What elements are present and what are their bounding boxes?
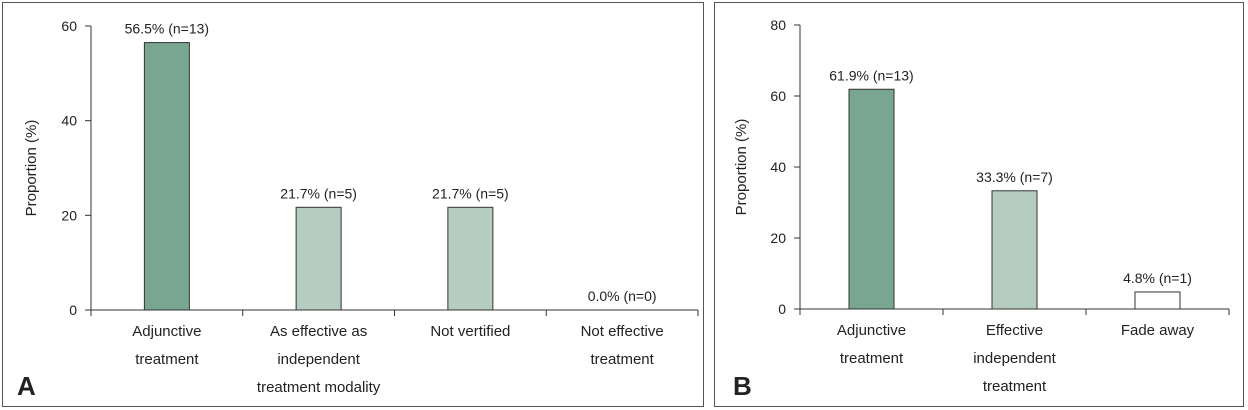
b-y-tick-label: 60	[770, 88, 786, 104]
b-bar-1	[848, 88, 895, 310]
b-bar-3	[1134, 291, 1181, 310]
b-y-tick-label: 0	[778, 301, 786, 317]
b-data-label-3: 4.8% (n=1)	[1123, 270, 1192, 286]
a-bar-2	[295, 206, 342, 311]
a-data-label-4: 0.0% (n=0)	[588, 288, 657, 304]
b-category-label-1: Adjunctive treatment	[837, 322, 906, 367]
a-category-label-4: Not effective treatment	[581, 323, 664, 368]
a-data-label-1: 56.5% (n=13)	[125, 21, 209, 37]
b-category-label-2: Effective independent treatment	[973, 322, 1056, 395]
panel-a: 0 20 40 60 Proportion (%) 56.5% (n=13) Adjunct…	[2, 2, 704, 407]
b-y-tick-label: 40	[770, 159, 786, 175]
a-y-axis-title: Proportion (%)	[23, 120, 40, 217]
a-bar-3	[447, 206, 494, 311]
a-panel-letter: A	[17, 371, 36, 401]
a-bar-1	[143, 42, 190, 311]
b-data-label-1: 61.9% (n=13)	[829, 67, 913, 83]
a-y-tick-label: 0	[69, 302, 77, 318]
b-category-label-3: Fade away	[1121, 322, 1195, 339]
a-category-label-2: As effective as independent treatment moda…	[257, 323, 381, 396]
chart-a: 0 20 40 60 Proportion (%) 56.5% (n=13) Adjunct…	[17, 18, 699, 401]
b-y-axis-title: Proportion (%)	[733, 119, 750, 216]
a-y-tick-label: 60	[61, 18, 77, 34]
chart-b: 0 20 40 60 80 Proportion (%) 61.9% (n=13) Adjun…	[733, 17, 1230, 401]
a-category-label-1: Adjunctive treatment	[132, 323, 201, 368]
b-y-tick-label: 80	[770, 17, 786, 33]
panel-b: 0 20 40 60 80 Proportion (%) 61.9% (n=13) Adjun…	[714, 2, 1244, 407]
a-data-label-2: 21.7% (n=5)	[280, 185, 357, 201]
b-data-label-2: 33.3% (n=7)	[976, 169, 1053, 185]
b-panel-letter: B	[733, 371, 752, 401]
a-data-label-3: 21.7% (n=5)	[432, 185, 509, 201]
a-category-label-3: Not vertified	[430, 323, 510, 340]
a-y-tick-label: 20	[61, 207, 77, 223]
b-bar-2	[991, 190, 1038, 310]
a-y-tick-label: 40	[61, 113, 77, 129]
b-y-tick-label: 20	[770, 230, 786, 246]
